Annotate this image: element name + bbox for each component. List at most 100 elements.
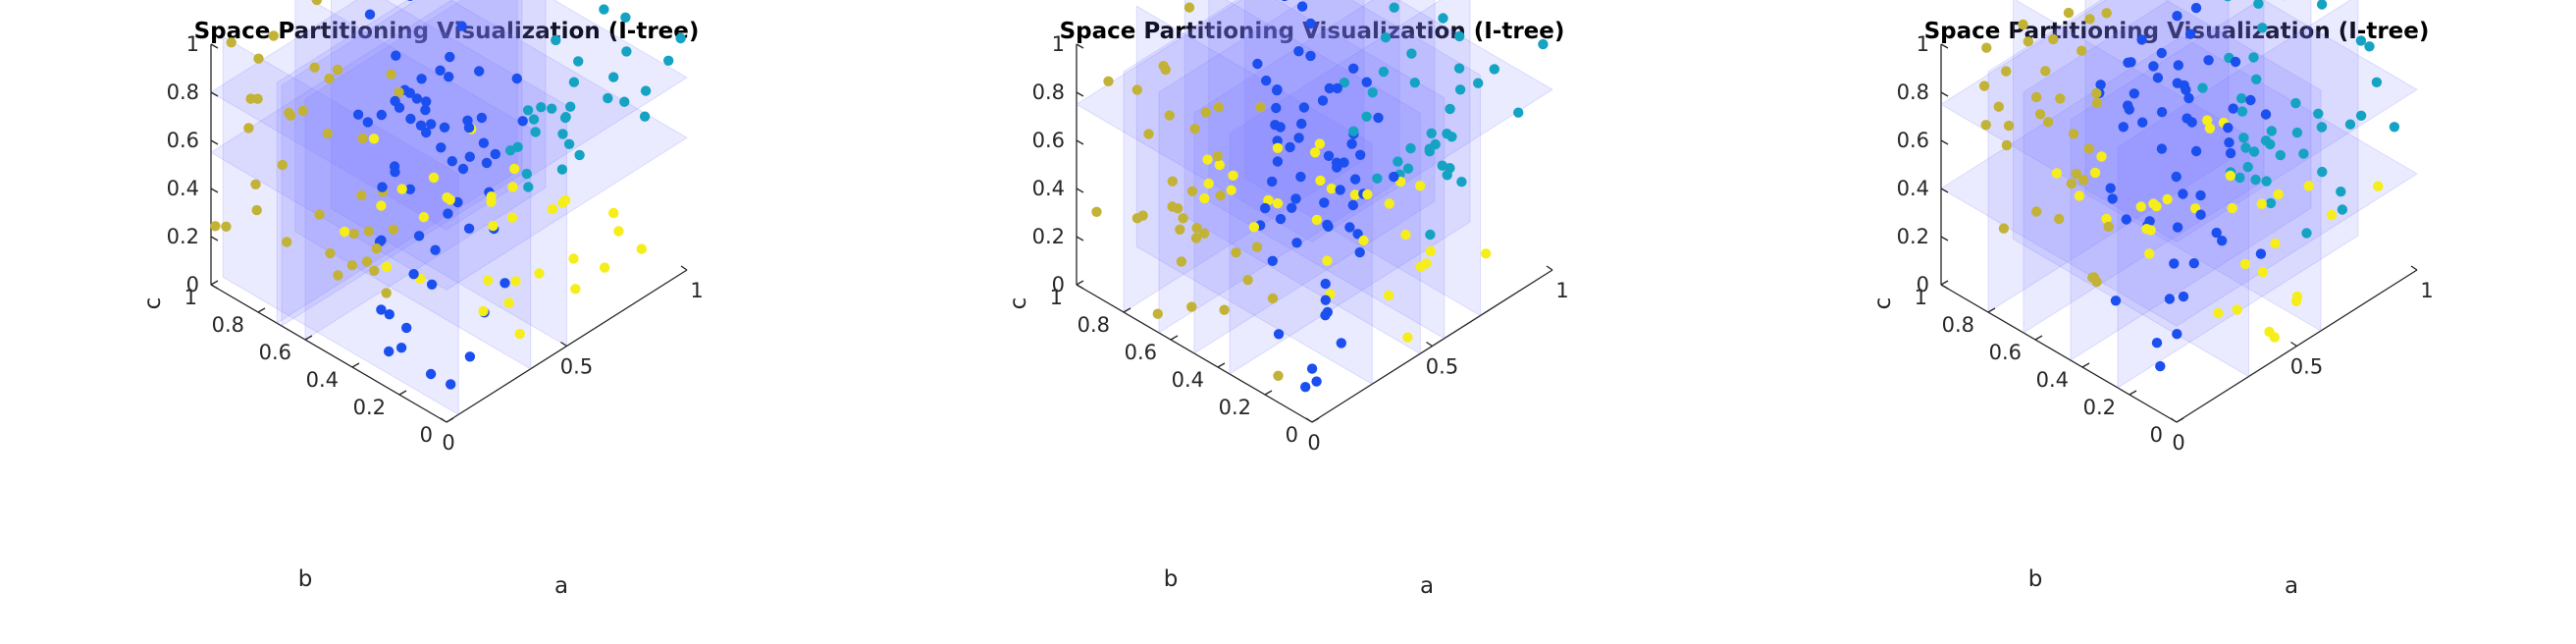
data-point [416, 74, 427, 84]
data-point [421, 96, 432, 107]
partition-plane [1229, 0, 1471, 375]
z-tick-label: 0.6 [1032, 129, 1065, 152]
data-point [464, 151, 475, 162]
data-point [517, 116, 528, 127]
partition-plane [1940, 0, 2418, 242]
data-point [1367, 87, 1378, 98]
data-point [2224, 0, 2232, 2]
data-point [1275, 213, 1287, 225]
tick-mark [210, 91, 219, 97]
data-point [1287, 202, 1297, 213]
data-point [463, 122, 475, 134]
data-point [573, 56, 584, 67]
data-point [1405, 142, 1416, 154]
data-point [2110, 295, 2122, 306]
data-point [2239, 258, 2251, 270]
data-point [568, 253, 579, 264]
data-point [346, 260, 358, 271]
data-point [1143, 129, 1154, 139]
data-point [411, 93, 423, 104]
data-point [1456, 177, 1467, 188]
data-point [1293, 133, 1304, 143]
data-point [2316, 0, 2328, 10]
data-point [1513, 107, 1524, 118]
data-point [556, 164, 568, 175]
data-point [2105, 183, 2116, 193]
data-point [2291, 291, 2303, 302]
tick-mark [446, 417, 454, 423]
data-point [2179, 80, 2189, 91]
x-tick-label: 0.5 [560, 355, 593, 379]
tick-mark [560, 341, 567, 348]
data-point [2298, 148, 2309, 159]
data-point [1186, 301, 1197, 312]
y-tick-label: 0.8 [1942, 313, 1974, 337]
data-point [2355, 35, 2367, 46]
data-point [1272, 135, 1283, 146]
data-point [1320, 278, 1331, 290]
data-point [478, 305, 489, 317]
z-tick-label: 0.6 [1897, 129, 1929, 152]
tick-mark [1076, 188, 1084, 193]
z-tick-label: 0.6 [167, 129, 199, 152]
data-point [2317, 166, 2328, 178]
tick-mark [210, 284, 219, 290]
data-point [1242, 275, 1253, 286]
data-point [499, 278, 510, 289]
tick-mark [1170, 335, 1179, 341]
data-point [421, 127, 432, 138]
data-point [1291, 238, 1302, 248]
data-point [1355, 149, 1366, 160]
partition-plane [1987, 0, 2230, 313]
x-tick-label: 0 [442, 431, 454, 455]
tick-mark [1940, 188, 1949, 193]
data-point [2270, 238, 2281, 249]
data-point [536, 102, 547, 113]
data-point [1437, 160, 1447, 171]
data-point [547, 203, 558, 215]
data-point [2186, 117, 2197, 128]
data-point [1271, 102, 1282, 114]
data-point [1296, 1, 1308, 12]
data-point [488, 220, 499, 232]
data-point [376, 200, 387, 211]
data-point [1332, 82, 1342, 94]
data-point [1213, 102, 1224, 113]
x-tick-label: 1 [2420, 279, 2433, 302]
data-point [2336, 187, 2346, 197]
data-point [1453, 63, 1465, 74]
y-tick-label: 0.6 [259, 341, 291, 364]
data-point [2063, 7, 2075, 19]
data-point [1200, 107, 1211, 118]
data-point [1272, 198, 1284, 209]
data-point [2051, 168, 2063, 179]
data-point [559, 194, 571, 206]
data-point [418, 212, 430, 223]
data-point [408, 269, 419, 280]
data-point [2250, 174, 2261, 186]
y-tick-label: 0.8 [212, 313, 244, 337]
data-point [1251, 242, 1263, 252]
data-point [444, 72, 454, 82]
data-point [1425, 229, 1436, 241]
data-point [2275, 149, 2286, 161]
data-point [1322, 255, 1333, 266]
data-point [481, 157, 493, 169]
data-point [619, 96, 630, 107]
data-point [570, 284, 581, 295]
data-point [599, 262, 610, 273]
data-point [368, 134, 380, 144]
data-point [1272, 156, 1284, 167]
data-point [2096, 151, 2107, 162]
data-point [428, 172, 440, 184]
y-tick-label: 0 [420, 423, 433, 447]
data-point [1319, 197, 1330, 208]
data-point [425, 368, 437, 380]
data-point [1393, 156, 1403, 167]
tick-mark [210, 280, 219, 286]
data-point [2144, 216, 2155, 227]
data-point [243, 123, 254, 134]
data-point [1373, 112, 1384, 124]
data-point [309, 62, 320, 73]
